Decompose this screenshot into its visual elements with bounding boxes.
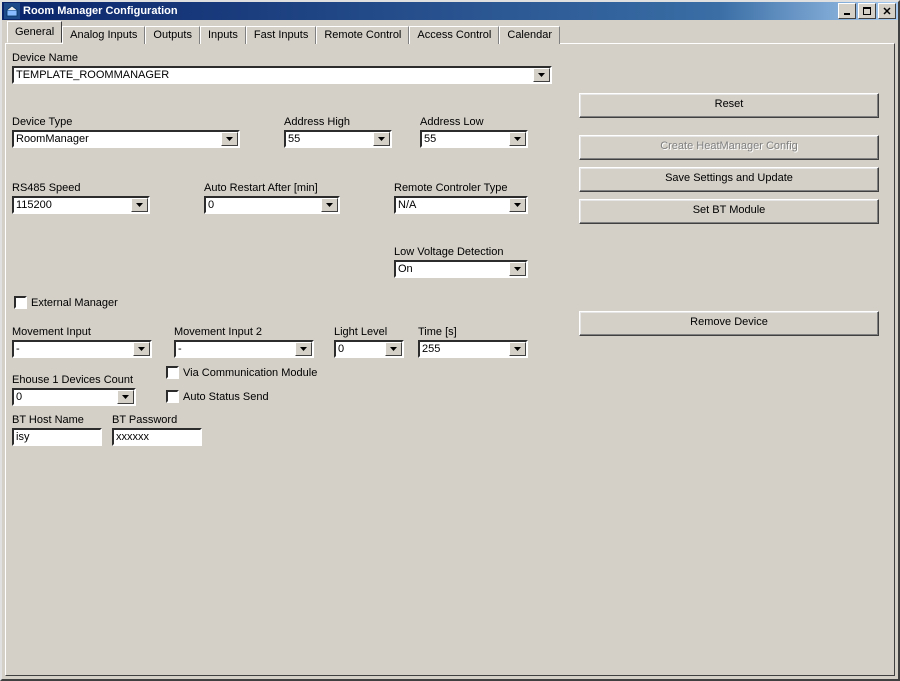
titlebar: Room Manager Configuration [2,2,898,20]
device-type-select[interactable]: RoomManager [12,130,240,148]
rs485-speed-value: 115200 [16,199,131,212]
chevron-down-icon [131,198,148,212]
address-high-select[interactable]: 55 [284,130,392,148]
auto-restart-value: 0 [208,199,321,212]
chevron-down-icon [373,132,390,146]
tab-calendar[interactable]: Calendar [499,26,560,44]
movement-input-select[interactable]: - [12,340,152,358]
bt-password-label: BT Password [112,414,202,426]
chevron-down-icon [295,342,312,356]
tab-inputs[interactable]: Inputs [200,26,246,44]
low-voltage-value: On [398,263,509,276]
device-name-select[interactable]: TEMPLATE_ROOMMANAGER [12,66,552,84]
device-name-label: Device Name [12,52,552,64]
auto-status-send-checkbox[interactable]: Auto Status Send [166,390,269,403]
remote-controler-type-value: N/A [398,199,509,212]
remove-device-button[interactable]: Remove Device [579,311,879,336]
tab-outputs[interactable]: Outputs [145,26,200,44]
bt-host-name-input[interactable] [12,428,102,446]
remote-controler-type-label: Remote Controler Type [394,182,528,194]
bt-host-name-text[interactable] [16,431,98,444]
tab-general[interactable]: General [7,21,62,43]
time-s-label: Time [s] [418,326,528,338]
checkbox-box [14,296,27,309]
minimize-button[interactable] [838,3,856,19]
chevron-down-icon [509,262,526,276]
rs485-speed-select[interactable]: 115200 [12,196,150,214]
create-heatmanager-button[interactable]: Create HeatManager Config [579,135,879,160]
via-comm-module-label: Via Communication Module [183,367,317,379]
chevron-down-icon [509,342,526,356]
address-low-label: Address Low [420,116,528,128]
chevron-down-icon [533,68,550,82]
set-bt-module-button[interactable]: Set BT Module [579,199,879,224]
movement-input-2-value: - [178,343,295,356]
external-manager-label: External Manager [31,297,118,309]
ehouse1-count-select[interactable]: 0 [12,388,136,406]
bt-host-name-label: BT Host Name [12,414,102,426]
chevron-down-icon [385,342,402,356]
address-low-value: 55 [424,133,509,146]
address-high-value: 55 [288,133,373,146]
time-s-select[interactable]: 255 [418,340,528,358]
ehouse1-count-label: Ehouse 1 Devices Count [12,374,136,386]
address-low-select[interactable]: 55 [420,130,528,148]
low-voltage-select[interactable]: On [394,260,528,278]
time-s-value: 255 [422,343,509,356]
reset-button[interactable]: Reset [579,93,879,118]
device-name-value: TEMPLATE_ROOMMANAGER [16,69,533,82]
tab-remote-control[interactable]: Remote Control [316,26,409,44]
via-comm-module-checkbox[interactable]: Via Communication Module [166,366,317,379]
save-settings-button[interactable]: Save Settings and Update [579,167,879,192]
light-level-value: 0 [338,343,385,356]
movement-input-2-select[interactable]: - [174,340,314,358]
window-title: Room Manager Configuration [23,5,836,17]
chevron-down-icon [321,198,338,212]
device-type-value: RoomManager [16,133,221,146]
auto-status-send-label: Auto Status Send [183,391,269,403]
tab-analog-inputs[interactable]: Analog Inputs [62,26,145,44]
light-level-select[interactable]: 0 [334,340,404,358]
ehouse1-count-value: 0 [16,391,117,404]
light-level-label: Light Level [334,326,404,338]
device-type-label: Device Type [12,116,242,128]
window-frame: Room Manager Configuration General Analo… [0,0,900,681]
tab-fast-inputs[interactable]: Fast Inputs [246,26,316,44]
rs485-speed-label: RS485 Speed [12,182,150,194]
chevron-down-icon [133,342,150,356]
close-button[interactable] [878,3,896,19]
tab-access-control[interactable]: Access Control [409,26,499,44]
app-icon [4,3,20,19]
bt-password-input[interactable] [112,428,202,446]
checkbox-box [166,366,179,379]
low-voltage-label: Low Voltage Detection [394,246,528,258]
external-manager-checkbox[interactable]: External Manager [14,296,118,309]
auto-restart-select[interactable]: 0 [204,196,340,214]
chevron-down-icon [117,390,134,404]
address-high-label: Address High [284,116,392,128]
movement-input-value: - [16,343,133,356]
maximize-button[interactable] [858,3,876,19]
tab-strip: General Analog Inputs Outputs Inputs Fas… [5,23,895,43]
chevron-down-icon [509,132,526,146]
movement-input-2-label: Movement Input 2 [174,326,314,338]
chevron-down-icon [221,132,238,146]
remote-controler-type-select[interactable]: N/A [394,196,528,214]
bt-password-text[interactable] [116,431,198,444]
chevron-down-icon [509,198,526,212]
auto-restart-label: Auto Restart After [min] [204,182,340,194]
movement-input-label: Movement Input [12,326,152,338]
client-area: General Analog Inputs Outputs Inputs Fas… [2,20,898,679]
tab-page-general: Device Name TEMPLATE_ROOMMANAGER Device … [5,43,895,676]
checkbox-box [166,390,179,403]
